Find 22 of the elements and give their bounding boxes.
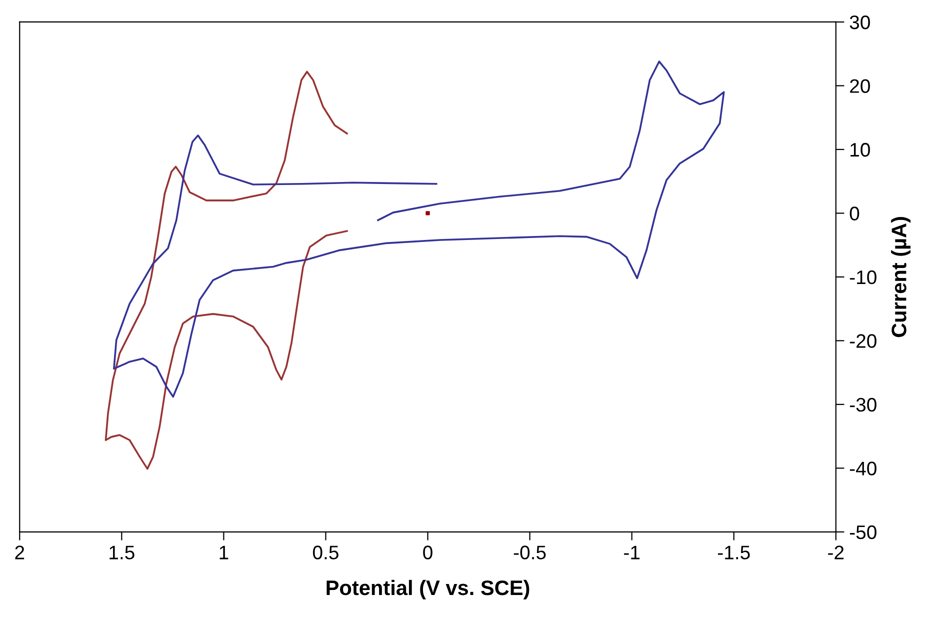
y-tick-label: 20 (850, 79, 870, 93)
x-tick-label: -0.5 (514, 546, 546, 560)
y-axis-title: Current (µA) (891, 217, 911, 338)
y-tick-label: -50 (850, 525, 876, 540)
x-tick-label: -2 (828, 546, 844, 560)
line-series (113, 60, 725, 398)
y-tick-label: -20 (850, 334, 876, 348)
line-series (104, 70, 348, 470)
x-axis-title: Potential (V vs. SCE) (326, 580, 530, 600)
x-tick-label: 1.5 (110, 546, 134, 560)
y-tick-label: 30 (850, 15, 870, 30)
y-tick-label: -30 (850, 398, 876, 412)
x-tick-label: 2 (15, 546, 24, 560)
x-tick-label: 0 (423, 546, 432, 560)
x-tick-label: 0.5 (312, 546, 338, 560)
y-tick-label: -40 (850, 462, 876, 476)
y-tick-label: 10 (850, 142, 870, 157)
x-tick-label: -1 (624, 546, 640, 560)
x-tick-label: 1 (220, 546, 228, 560)
x-tick-label: -1.5 (718, 546, 750, 560)
y-tick-label: 0 (850, 206, 860, 220)
y-tick-label: -10 (850, 270, 876, 284)
